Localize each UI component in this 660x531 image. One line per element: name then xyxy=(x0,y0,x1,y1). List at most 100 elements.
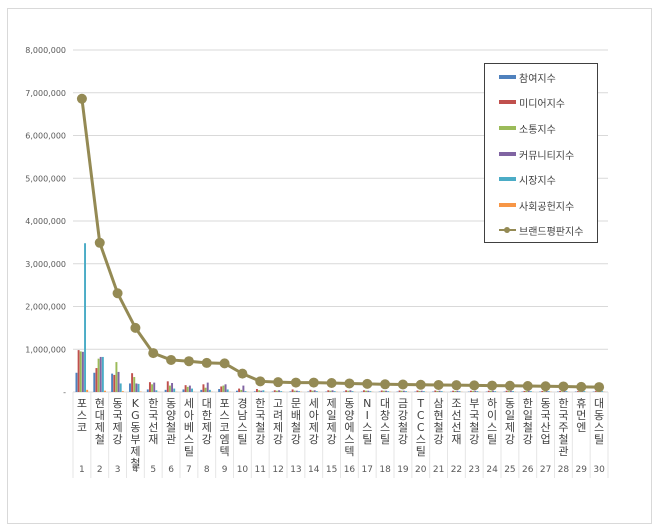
category-label-char: 양 xyxy=(166,409,176,422)
bar xyxy=(293,390,296,392)
bar xyxy=(188,385,191,392)
bar xyxy=(117,371,120,392)
category-label-char: 강 xyxy=(202,433,212,446)
bar xyxy=(226,389,229,392)
bar xyxy=(173,388,176,392)
rank-label: 29 xyxy=(576,465,588,475)
legend-label: 사회공헌지수 xyxy=(519,201,575,213)
bar xyxy=(224,384,227,392)
category-label-char: 스 xyxy=(487,421,497,434)
category-label-char: 강 xyxy=(273,433,283,446)
category-label-char: 스 xyxy=(344,433,354,446)
bar xyxy=(182,389,185,392)
bar xyxy=(244,391,247,392)
line-marker xyxy=(76,93,87,104)
bar xyxy=(543,391,546,392)
category-label-char: 배 xyxy=(291,409,301,422)
category-label-char: T xyxy=(416,397,424,410)
bar xyxy=(367,390,370,392)
category-label-char: 엔 xyxy=(576,421,586,434)
category-label-char: 스 xyxy=(237,421,247,434)
bar xyxy=(420,390,423,392)
bar xyxy=(385,390,388,392)
category-label-char: 베 xyxy=(184,421,194,434)
bar xyxy=(77,350,80,392)
line-marker xyxy=(397,379,408,390)
category-label-char: 국 xyxy=(148,409,158,422)
bar xyxy=(99,356,102,392)
bar xyxy=(97,358,100,392)
category-label-char: 틸 xyxy=(362,433,372,446)
category-label-char: 선 xyxy=(148,421,158,434)
bar xyxy=(131,373,134,392)
rank-label: 15 xyxy=(326,465,337,475)
line-marker xyxy=(290,377,301,388)
bar xyxy=(262,390,265,392)
legend-line-marker-icon xyxy=(499,227,516,233)
category-label-char: 틸 xyxy=(487,433,497,446)
rank-label: 21 xyxy=(433,465,444,475)
bar xyxy=(95,368,98,392)
bar xyxy=(111,373,114,392)
bar xyxy=(525,390,528,392)
bar xyxy=(253,391,256,392)
category-label-char: 강 xyxy=(291,433,301,446)
category-label-char: 강 xyxy=(469,433,479,446)
rank-label: 13 xyxy=(290,465,301,475)
bar xyxy=(307,391,310,392)
bar xyxy=(273,390,276,392)
bar xyxy=(416,390,419,392)
category-label-char: 강 xyxy=(434,433,444,446)
line-marker xyxy=(219,358,230,369)
category-label-char: 대 xyxy=(95,409,105,422)
category-label-char: 일 xyxy=(523,408,533,422)
bar xyxy=(295,390,298,392)
bar xyxy=(527,390,530,392)
bar xyxy=(135,383,138,392)
bar xyxy=(576,391,579,392)
bar xyxy=(438,390,441,392)
bar xyxy=(84,243,86,392)
category-label-char: 철 xyxy=(523,421,533,434)
bar xyxy=(492,390,495,392)
legend-item-participation: 참여지수 xyxy=(499,70,556,85)
bar xyxy=(422,391,425,392)
line-marker xyxy=(522,381,533,392)
rank-label: 6 xyxy=(168,465,174,475)
category-label-char: G xyxy=(131,409,140,422)
category-label-char: 문 xyxy=(291,397,301,410)
line-marker xyxy=(130,322,141,333)
category-label-char: 코 xyxy=(77,421,87,434)
chart-legend: 참여지수 미디어지수 소통지수 커뮤니티지수 시장지수 사회공헌지수 브랜드평판… xyxy=(484,63,598,243)
category-label-char: 관 xyxy=(166,433,176,446)
line-marker xyxy=(362,378,373,389)
category-label-char: 틸 xyxy=(184,445,194,458)
bar xyxy=(418,390,421,392)
bar xyxy=(151,384,154,392)
category-label-char: 한 xyxy=(255,397,265,410)
bar xyxy=(529,391,532,392)
category-label-char: 세 xyxy=(184,397,194,410)
rank-label: 26 xyxy=(522,465,534,475)
line-marker xyxy=(112,288,123,299)
bar xyxy=(349,390,352,392)
bar xyxy=(440,391,443,392)
bar xyxy=(104,390,106,392)
bar xyxy=(563,390,566,392)
bar xyxy=(191,388,193,392)
line-marker xyxy=(380,379,391,390)
bar xyxy=(164,389,167,392)
bar xyxy=(400,390,403,392)
bar xyxy=(184,385,187,392)
bar xyxy=(327,390,330,392)
rank-label: 23 xyxy=(469,465,480,475)
bar xyxy=(487,390,490,392)
rank-label: 14 xyxy=(308,465,320,475)
rank-label: 17 xyxy=(362,465,373,475)
bar xyxy=(311,390,314,392)
category-label-char: 동 xyxy=(505,397,515,410)
bar xyxy=(601,391,604,392)
bar xyxy=(121,391,124,392)
category-label-char: 동 xyxy=(541,397,551,410)
bar xyxy=(86,389,89,392)
